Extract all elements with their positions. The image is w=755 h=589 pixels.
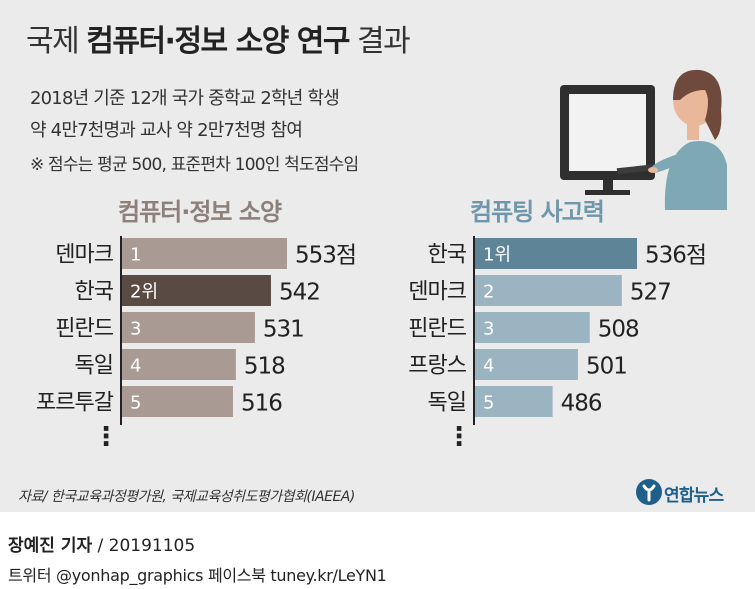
chart-2-category-label: 한국 bbox=[428, 243, 467, 268]
source-note: 자료/ 한국교육과정평가원, 국제교육성취도평가협회(IAEEA) bbox=[18, 489, 355, 505]
chart-2-category-label: 프랑스 bbox=[408, 354, 466, 379]
chart-1-category-label: 핀란드 bbox=[55, 317, 113, 342]
yonhap-logo-icon bbox=[636, 479, 662, 505]
chart-2-bar bbox=[475, 238, 637, 269]
page-title: 국제 컴퓨터·정보 소양 연구 결과 bbox=[26, 16, 411, 60]
chart-1-rank-label: 1 bbox=[130, 245, 141, 266]
reporter-line: 장예진 기자 / 20191105 bbox=[8, 531, 195, 556]
chart-1-rank-label: 4 bbox=[130, 356, 141, 377]
chart-1-category-label: 독일 bbox=[75, 354, 113, 379]
chart-1-bar bbox=[122, 349, 236, 380]
subtitle-line-2: 약 4만7천명과 교사 약 2만7천명 참여 bbox=[30, 120, 303, 141]
chart-2-value-label: 536점 bbox=[645, 243, 706, 269]
chart-1-category-label: 한국 bbox=[75, 280, 114, 305]
chart-1-bar bbox=[122, 238, 287, 269]
chart-1-category-label: 포르투갈 bbox=[36, 391, 114, 416]
chart-2-bar bbox=[475, 312, 590, 343]
person-at-computer-illustration bbox=[560, 69, 727, 210]
chart-2-value-label: 527 bbox=[630, 280, 671, 306]
chart-2-category-label: 독일 bbox=[428, 391, 466, 416]
reporter-name: 장예진 기자 bbox=[8, 536, 93, 556]
chart-1-more-indicator: ⋮ bbox=[93, 422, 119, 452]
chart-1-value-label: 516 bbox=[241, 391, 282, 417]
chart-2-value-label: 501 bbox=[586, 354, 627, 380]
chart-2-rank-label: 1위 bbox=[483, 245, 511, 266]
title-suffix: 결과 bbox=[356, 24, 411, 59]
subtitle-line-1: 2018년 기준 12개 국가 중학교 2학년 학생 bbox=[30, 88, 340, 109]
reporter-date: / 20191105 bbox=[92, 536, 196, 556]
chart-1-value-label: 518 bbox=[244, 354, 285, 380]
chart-title-computational-thinking: 컴퓨팅 사고력 bbox=[470, 198, 605, 226]
chart-2-rank-label: 2 bbox=[483, 282, 494, 303]
chart-2-value-label: 486 bbox=[561, 391, 602, 417]
chart-2-rank-label: 3 bbox=[483, 319, 494, 340]
chart-1-category-label: 덴마크 bbox=[55, 243, 113, 268]
chart-1-bar bbox=[122, 275, 271, 306]
chart-1-value-label: 542 bbox=[279, 280, 320, 306]
chart-2-rank-label: 5 bbox=[483, 393, 494, 414]
social-links: 트위터 @yonhap_graphics 페이스북 tuney.kr/LeYN1 bbox=[8, 566, 387, 585]
chart-2-category-label: 덴마크 bbox=[408, 280, 466, 305]
chart-2-bar bbox=[475, 386, 553, 417]
chart-2-bar bbox=[475, 275, 622, 306]
chart-1-bar bbox=[122, 386, 233, 417]
chart-1-rank-label: 2위 bbox=[130, 282, 158, 303]
scale-note: ※ 점수는 평균 500, 표준편차 100인 척도점수임 bbox=[30, 155, 359, 175]
chart-1-rank-label: 3 bbox=[130, 319, 141, 340]
chart-1-value-label: 553점 bbox=[295, 243, 356, 269]
title-bold: 컴퓨터·정보 소양 연구 bbox=[86, 24, 350, 59]
chart-2-bar bbox=[475, 349, 578, 380]
title-prefix: 국제 bbox=[26, 24, 80, 59]
chart-2-category-label: 핀란드 bbox=[408, 317, 466, 342]
chart-1-rank-label: 5 bbox=[130, 393, 141, 414]
chart-1-value-label: 531 bbox=[263, 317, 304, 343]
chart-2-more-indicator: ⋮ bbox=[446, 422, 472, 452]
chart-title-digital-literacy: 컴퓨터·정보 소양 bbox=[118, 198, 282, 226]
chart-2-value-label: 508 bbox=[598, 317, 639, 343]
chart-2-rank-label: 4 bbox=[483, 356, 494, 377]
chart-1-bar bbox=[122, 312, 255, 343]
yonhap-logo-text: 연합뉴스 bbox=[664, 486, 724, 506]
